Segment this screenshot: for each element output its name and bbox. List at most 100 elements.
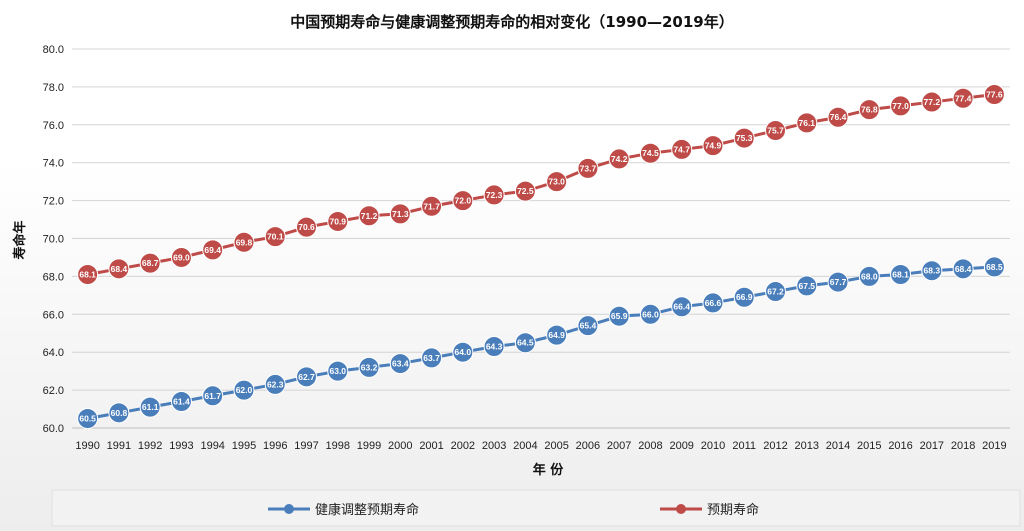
data-label: 73.7 bbox=[580, 163, 597, 173]
data-point bbox=[608, 148, 630, 170]
y-axis-ticks: 60.0 62.0 64.0 66.0 68.0 70.0 72.0 74.0 76.0 78.0… bbox=[43, 44, 64, 435]
x-tick-label: 2001 bbox=[419, 440, 443, 452]
data-label: 64.9 bbox=[548, 330, 565, 340]
data-point bbox=[765, 281, 786, 303]
y-tick-label: 76.0 bbox=[43, 120, 64, 132]
data-point bbox=[921, 91, 943, 113]
data-point bbox=[514, 180, 536, 202]
data-label: 67.5 bbox=[798, 281, 815, 291]
data-point bbox=[452, 190, 474, 212]
data-label: 67.2 bbox=[767, 287, 784, 297]
data-point bbox=[765, 119, 786, 141]
series-2: 68.1 68.4 68.7 69.0 69.4 69.8 70.1 70.6 70.9 71.2… bbox=[77, 83, 1005, 286]
data-point bbox=[327, 360, 349, 382]
data-label: 74.9 bbox=[705, 141, 722, 151]
data-point bbox=[983, 256, 1005, 278]
data-label: 70.1 bbox=[267, 232, 284, 242]
data-point bbox=[858, 99, 880, 121]
data-label: 75.7 bbox=[767, 125, 784, 135]
y-tick-label: 66.0 bbox=[43, 309, 64, 321]
x-tick-label: 2012 bbox=[763, 440, 787, 452]
x-tick-label: 2019 bbox=[982, 440, 1006, 452]
x-tick-label: 2016 bbox=[888, 440, 912, 452]
data-label: 63.4 bbox=[392, 359, 409, 369]
x-tick-label: 1997 bbox=[294, 440, 318, 452]
y-tick-label: 72.0 bbox=[43, 196, 64, 208]
data-point bbox=[170, 390, 192, 412]
y-tick-label: 62.0 bbox=[43, 385, 64, 397]
data-label: 74.7 bbox=[673, 144, 690, 154]
data-point bbox=[733, 127, 755, 149]
x-tick-label: 1991 bbox=[107, 440, 131, 452]
data-label: 61.1 bbox=[142, 402, 159, 412]
data-point bbox=[170, 246, 192, 268]
data-point bbox=[608, 305, 630, 327]
x-tick-label: 2018 bbox=[951, 440, 975, 452]
data-label: 64.5 bbox=[517, 338, 534, 348]
data-point bbox=[296, 366, 317, 388]
data-label: 62.3 bbox=[267, 379, 284, 389]
data-label: 69.8 bbox=[236, 237, 253, 247]
data-point bbox=[202, 239, 224, 261]
data-point bbox=[858, 265, 880, 287]
data-label: 71.3 bbox=[392, 209, 409, 219]
data-label: 61.4 bbox=[173, 396, 190, 406]
x-tick-label: 2011 bbox=[732, 440, 756, 452]
data-point bbox=[577, 157, 599, 179]
x-tick-label: 1996 bbox=[263, 440, 287, 452]
data-label: 68.5 bbox=[986, 262, 1003, 272]
data-label: 70.9 bbox=[329, 216, 346, 226]
data-point bbox=[827, 271, 849, 293]
data-label: 68.0 bbox=[861, 271, 878, 281]
data-label: 68.4 bbox=[955, 264, 972, 274]
x-tick-label: 2015 bbox=[857, 440, 881, 452]
y-tick-label: 70.0 bbox=[43, 234, 64, 246]
data-point bbox=[921, 260, 943, 282]
x-tick-label: 2002 bbox=[451, 440, 475, 452]
data-label: 72.3 bbox=[486, 190, 503, 200]
data-label: 69.0 bbox=[173, 252, 190, 262]
data-point bbox=[108, 258, 130, 280]
data-label: 76.4 bbox=[830, 112, 847, 122]
data-label: 77.0 bbox=[892, 101, 909, 111]
data-label: 77.4 bbox=[955, 93, 972, 103]
legend-label: 健康调整预期寿命 bbox=[315, 502, 419, 518]
legend-swatch-marker bbox=[284, 504, 294, 514]
data-point bbox=[983, 83, 1005, 105]
data-label: 66.4 bbox=[673, 302, 690, 312]
legend-swatch-marker bbox=[676, 504, 686, 514]
series-1: 60.5 60.8 61.1 61.4 61.7 62.0 62.3 62.7 63.0 63.2… bbox=[77, 256, 1005, 430]
y-tick-label: 78.0 bbox=[43, 82, 64, 94]
x-tick-label: 2006 bbox=[576, 440, 600, 452]
x-axis-title: 年 份 bbox=[533, 462, 565, 478]
data-point bbox=[952, 258, 974, 280]
legend: 健康调整预期寿命 预期寿命 bbox=[51, 489, 1021, 527]
data-point bbox=[139, 252, 161, 274]
data-point bbox=[733, 286, 755, 308]
data-label: 67.7 bbox=[830, 277, 847, 287]
data-point bbox=[296, 216, 317, 238]
data-point bbox=[389, 203, 411, 225]
data-point bbox=[233, 231, 255, 253]
data-point bbox=[264, 373, 286, 395]
x-tick-label: 2013 bbox=[795, 440, 819, 452]
data-label: 74.2 bbox=[611, 154, 628, 164]
data-point bbox=[77, 264, 99, 286]
x-tick-label: 2005 bbox=[544, 440, 568, 452]
data-point bbox=[202, 385, 224, 407]
series-layer: 60.5 60.8 61.1 61.4 61.7 62.0 62.3 62.7 63.0 63.2… bbox=[77, 83, 1005, 430]
data-point bbox=[796, 275, 818, 297]
data-point bbox=[702, 135, 724, 157]
data-label: 70.6 bbox=[298, 222, 315, 232]
data-label: 60.8 bbox=[111, 408, 128, 418]
data-label: 64.3 bbox=[486, 342, 503, 352]
data-point bbox=[796, 112, 818, 134]
data-point bbox=[671, 138, 693, 160]
data-label: 66.6 bbox=[705, 298, 722, 308]
data-point bbox=[483, 184, 505, 206]
x-tick-label: 2008 bbox=[638, 440, 662, 452]
y-tick-label: 80.0 bbox=[43, 44, 64, 56]
legend-box bbox=[51, 489, 1021, 527]
data-point bbox=[389, 353, 411, 375]
